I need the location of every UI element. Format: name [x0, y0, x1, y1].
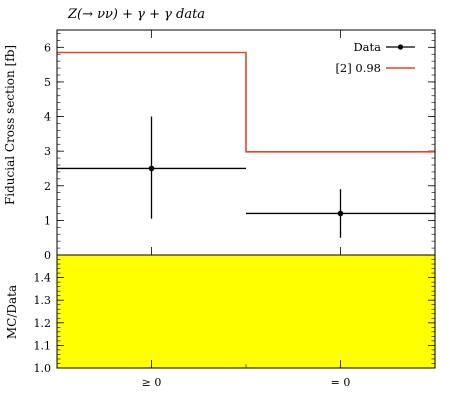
- ratio-band: [57, 255, 435, 368]
- chart-title: Z(→ νν) + γ + γ data: [67, 7, 205, 22]
- ratio-frame: [56, 254, 436, 369]
- y-tick-label: 0: [44, 249, 51, 262]
- legend-label-data: Data: [353, 40, 381, 54]
- y-tick-label: 4: [44, 111, 51, 124]
- ratio-panel: 1.0 1.1 1.2 1.3 1.4 ≥ 0 = 0: [34, 254, 436, 389]
- data-point: [337, 210, 344, 217]
- y-tick-label: 1: [44, 214, 51, 227]
- legend: Data [2] 0.98: [335, 40, 415, 75]
- y-axis-label: Fiducial Cross section [fb]: [3, 45, 17, 205]
- x-tick-label: ≥ 0: [142, 376, 162, 389]
- y-tick-label: 2: [44, 180, 51, 193]
- ratio-y-tick-label: 1.2: [34, 317, 52, 330]
- prediction-step-line: [57, 51, 435, 153]
- y-tick-label: 6: [44, 41, 51, 54]
- y-tick-label: 5: [44, 76, 51, 89]
- y-tick-label: 3: [44, 145, 51, 158]
- data-point: [148, 165, 155, 172]
- ratio-y-axis-label: MC/Data: [5, 285, 19, 339]
- x-tick-label: = 0: [331, 376, 351, 389]
- legend-dot-data: [397, 44, 404, 50]
- ratio-y-tick-label: 1.1: [34, 339, 52, 352]
- cross-section-panel: 0 1 2 3 4 5 6: [44, 29, 436, 262]
- ratio-y-tick-label: 1.0: [34, 362, 52, 375]
- ratio-y-tick-label: 1.3: [34, 294, 52, 307]
- ratio-y-tick-label: 1.4: [34, 272, 52, 285]
- legend-label-prediction: [2] 0.98: [335, 61, 381, 75]
